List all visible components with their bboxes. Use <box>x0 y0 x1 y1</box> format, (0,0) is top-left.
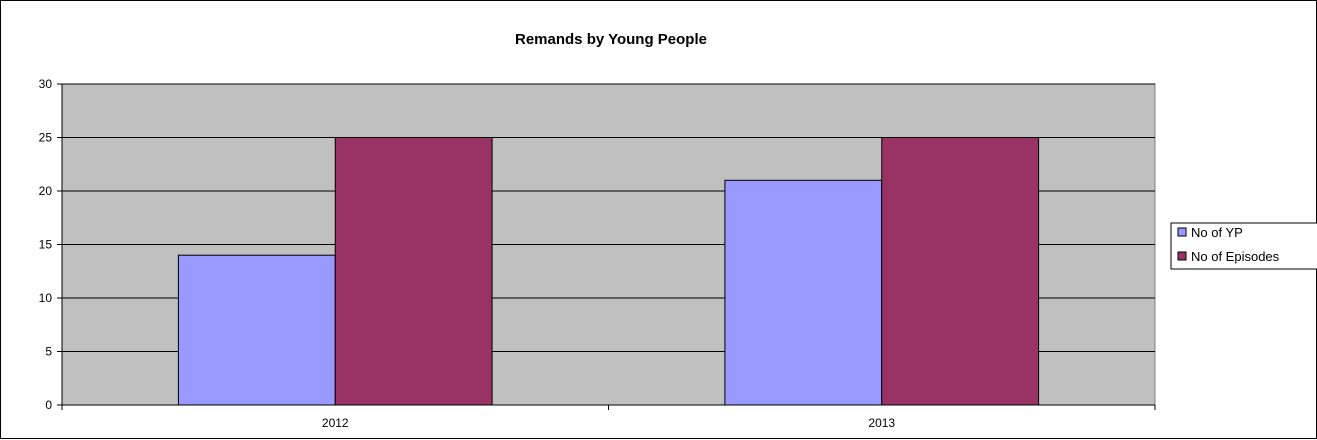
axes: 0 5 10 15 20 25 30 2012 2013 <box>39 77 1156 430</box>
x-tick-label: 2012 <box>322 416 349 430</box>
legend-label-no-of-episodes: No of Episodes <box>1191 249 1280 264</box>
legend-box <box>1170 222 1317 270</box>
legend-label-no-of-yp: No of YP <box>1191 225 1243 240</box>
legend: No of YP No of Episodes <box>1170 222 1317 270</box>
y-tick-label: 30 <box>39 77 53 91</box>
bar-no-of-yp-2013 <box>724 179 883 406</box>
legend-swatch-no-of-yp <box>1177 227 1187 237</box>
y-tick-label: 20 <box>39 184 53 198</box>
bar-no-of-episodes-2013 <box>881 137 1040 406</box>
chart-title: Remands by Young People <box>515 31 707 48</box>
y-tick-label: 15 <box>39 238 53 252</box>
bar-no-of-yp-2012 <box>177 254 336 406</box>
y-tick-label: 5 <box>45 345 52 359</box>
legend-swatch-no-of-episodes <box>1177 251 1187 261</box>
bars <box>177 137 1040 406</box>
bar-no-of-episodes-2012 <box>334 137 493 406</box>
y-tick-label: 0 <box>45 398 52 412</box>
y-tick-label: 10 <box>39 291 53 305</box>
y-tick-label: 25 <box>39 131 53 145</box>
x-tick-label: 2013 <box>868 416 895 430</box>
